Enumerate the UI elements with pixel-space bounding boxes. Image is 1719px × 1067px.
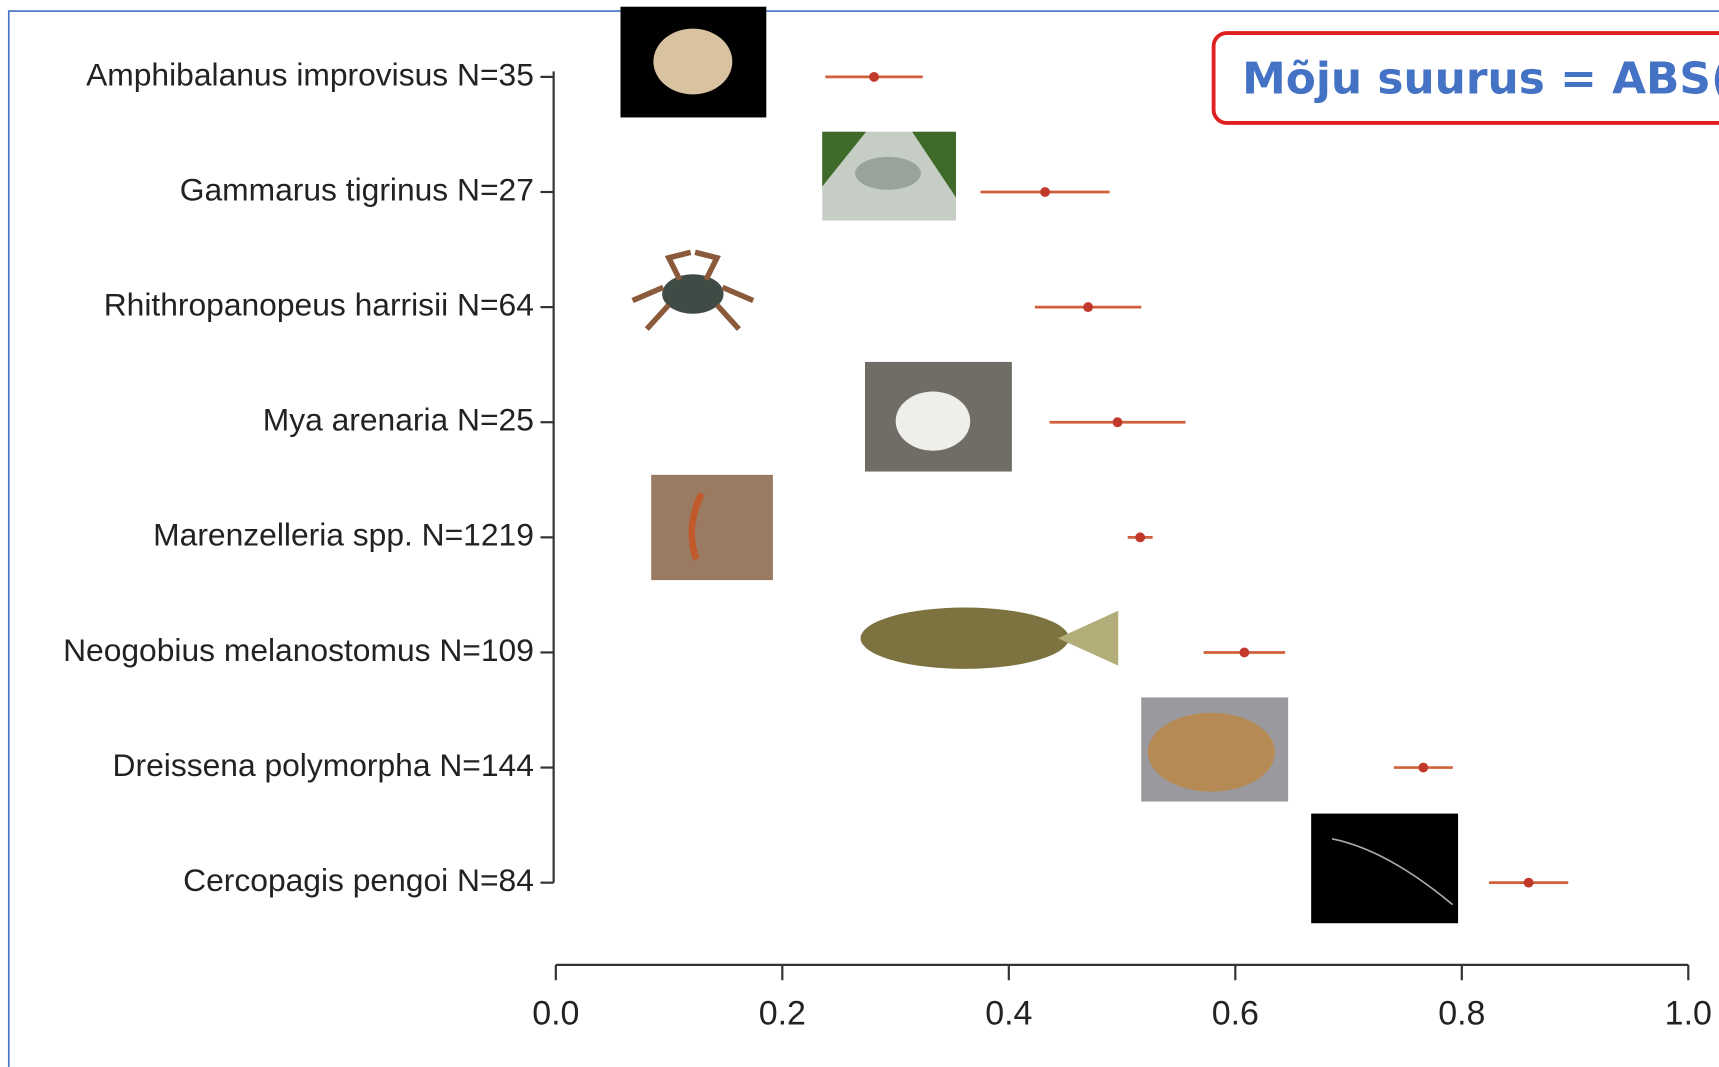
category-label: Marenzelleria spp. N=1219 xyxy=(153,517,534,553)
point xyxy=(1040,187,1050,197)
photos xyxy=(620,6,1459,924)
gammarus xyxy=(855,156,921,190)
point xyxy=(1418,762,1429,773)
annotation: Mõju suurus = ABS((x- xyxy=(1242,53,1719,104)
category-label: Amphibalanus improvisus N=35 xyxy=(86,56,534,92)
x-tick-label: 1.0 xyxy=(1665,994,1712,1032)
dreissena-shell xyxy=(1147,712,1275,792)
point xyxy=(869,71,879,82)
point xyxy=(1112,417,1123,428)
worm xyxy=(688,492,705,561)
category-label: Neogobius melanostomus N=109 xyxy=(63,632,534,668)
x-tick-label: 0.8 xyxy=(1438,994,1485,1032)
x-tick-label: 0.4 xyxy=(985,994,1032,1032)
point xyxy=(1523,877,1534,888)
photo-marenzelleria xyxy=(651,474,773,581)
x-tick-label: 0.2 xyxy=(759,994,806,1032)
barnacle xyxy=(653,28,733,95)
slide-frame xyxy=(7,10,1719,1067)
point xyxy=(1135,532,1146,543)
category-label: Gammarus tigrinus N=27 xyxy=(180,171,534,207)
category-label: Dreissena polymorpha N=144 xyxy=(113,747,534,783)
goby-tail xyxy=(1057,610,1119,666)
point xyxy=(1083,302,1094,313)
cercopagis xyxy=(1331,838,1454,906)
x-tick-label: 0.6 xyxy=(1212,994,1259,1032)
leaves xyxy=(822,131,956,198)
point xyxy=(1239,647,1250,658)
photo-cercopagis xyxy=(1311,813,1459,924)
x-tick-label: 0.0 xyxy=(532,994,579,1032)
category-label: Rhithropanopeus harrisii N=64 xyxy=(104,287,534,323)
category-label: Cercopagis pengoi N=84 xyxy=(183,862,534,898)
mya-shell xyxy=(895,391,971,451)
crab-legs xyxy=(631,249,755,331)
crab xyxy=(662,274,724,314)
category-label: Mya arenaria N=25 xyxy=(263,402,534,438)
goby xyxy=(860,607,1069,669)
annotation-box xyxy=(1211,31,1719,125)
